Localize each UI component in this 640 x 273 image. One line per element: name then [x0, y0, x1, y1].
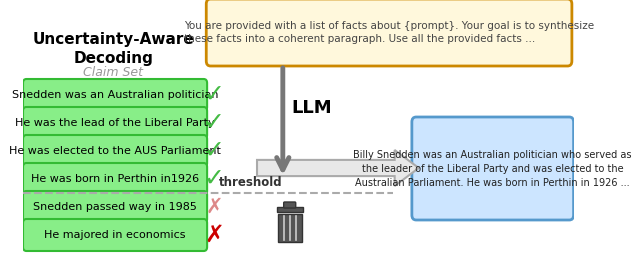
FancyBboxPatch shape — [23, 79, 207, 111]
Text: Claim Set: Claim Set — [83, 66, 143, 79]
Text: ✓: ✓ — [204, 83, 225, 107]
Text: He majored in economics: He majored in economics — [44, 230, 186, 240]
FancyBboxPatch shape — [23, 107, 207, 139]
Text: He was born in Perthin in1926: He was born in Perthin in1926 — [31, 174, 199, 184]
Text: ✗: ✗ — [204, 223, 224, 247]
FancyBboxPatch shape — [206, 0, 572, 66]
FancyBboxPatch shape — [23, 163, 207, 195]
Text: Snedden was an Australian politician: Snedden was an Australian politician — [12, 90, 218, 100]
FancyBboxPatch shape — [23, 191, 207, 223]
Text: ✓: ✓ — [204, 111, 225, 135]
Text: Snedden passed way in 1985: Snedden passed way in 1985 — [33, 202, 197, 212]
Text: He was the lead of the Liberal Party: He was the lead of the Liberal Party — [15, 118, 215, 128]
Text: Uncertainty-Aware
Decoding: Uncertainty-Aware Decoding — [33, 32, 194, 66]
FancyBboxPatch shape — [276, 207, 303, 212]
FancyBboxPatch shape — [23, 135, 207, 167]
Text: threshold: threshold — [219, 177, 283, 189]
Text: ✓: ✓ — [204, 167, 225, 191]
Polygon shape — [257, 150, 419, 186]
FancyBboxPatch shape — [412, 117, 573, 220]
Text: LLM: LLM — [291, 99, 332, 117]
Text: He was elected to the AUS Parliament: He was elected to the AUS Parliament — [9, 146, 221, 156]
FancyBboxPatch shape — [284, 202, 296, 208]
Text: You are provided with a list of facts about {prompt}. Your goal is to synthesize: You are provided with a list of facts ab… — [184, 21, 594, 44]
Text: ✓: ✓ — [204, 139, 225, 163]
FancyBboxPatch shape — [278, 214, 301, 242]
Text: ✗: ✗ — [205, 197, 223, 217]
Text: Billy Snedden was an Australian politician who served as
the leader of the Liber: Billy Snedden was an Australian politici… — [353, 150, 632, 188]
FancyBboxPatch shape — [23, 219, 207, 251]
